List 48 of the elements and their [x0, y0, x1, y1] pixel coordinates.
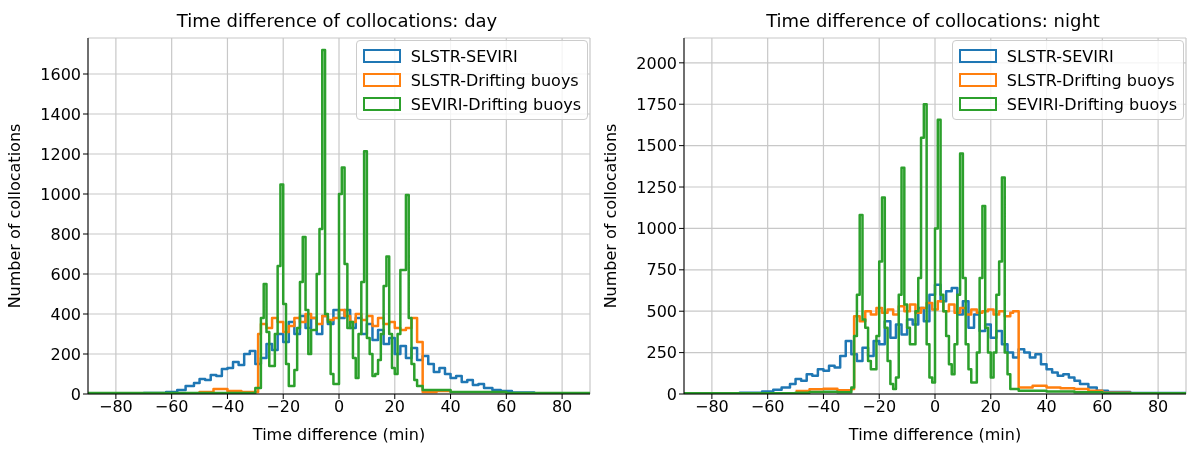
y-tick-label: 250 [646, 343, 677, 363]
x-tick-label: −40 [806, 397, 841, 417]
legend-label: SEVIRI-Drifting buoys [1006, 94, 1177, 114]
chart-title: Time difference of collocations: day [175, 9, 499, 33]
y-tick-label: 1400 [40, 104, 81, 124]
x-tick-label: 0 [333, 397, 345, 417]
y-tick-label: 0 [666, 384, 677, 404]
x-tick-label: −80 [99, 397, 133, 417]
y-tick-label: 750 [646, 260, 677, 280]
y-tick-label: 200 [50, 344, 81, 364]
x-tick-label: −80 [695, 397, 729, 417]
y-tick-label: 1000 [40, 184, 81, 204]
x-tick-label: −20 [862, 397, 897, 417]
chart-title: Time difference of collocations: night [765, 9, 1101, 33]
x-tick-label: −20 [266, 397, 301, 417]
x-tick-label: −60 [750, 397, 785, 417]
y-tick-label: 1250 [636, 177, 677, 197]
y-tick-label: 1750 [636, 94, 677, 114]
y-tick-label: 500 [646, 301, 677, 321]
x-axis-title: Time difference (min) [251, 425, 426, 444]
legend-label: SLSTR-SEVIRI [410, 46, 518, 66]
x-tick-label: 0 [929, 397, 941, 417]
y-tick-label: 800 [50, 224, 81, 244]
y-tick-label: 1000 [636, 219, 677, 239]
legend-label: SLSTR-Drifting buoys [410, 70, 579, 90]
x-tick-label: −40 [210, 397, 245, 417]
x-tick-label: 20 [384, 397, 405, 417]
x-tick-label: −60 [154, 397, 189, 417]
y-tick-label: 2000 [636, 53, 677, 73]
x-tick-label: 60 [496, 397, 517, 417]
y-tick-label: 1500 [636, 136, 677, 156]
y-tick-label: 600 [50, 264, 81, 284]
legend-label: SLSTR-SEVIRI [1006, 46, 1114, 66]
x-tick-label: 20 [980, 397, 1001, 417]
y-tick-label: 1600 [40, 64, 81, 84]
y-tick-label: 400 [50, 304, 81, 324]
y-axis-title: Number of collocations [4, 123, 24, 309]
y-tick-label: 1200 [40, 144, 81, 164]
x-axis-title: Time difference (min) [847, 425, 1022, 444]
y-tick-label: 0 [70, 384, 81, 404]
x-tick-label: 80 [551, 397, 573, 417]
y-axis-title: Number of collocations [600, 123, 620, 309]
legend-label: SEVIRI-Drifting buoys [410, 94, 581, 114]
legend-label: SLSTR-Drifting buoys [1006, 70, 1175, 90]
x-tick-label: 80 [1147, 397, 1169, 417]
x-tick-label: 40 [440, 397, 461, 417]
x-tick-label: 40 [1036, 397, 1057, 417]
x-tick-label: 60 [1092, 397, 1113, 417]
